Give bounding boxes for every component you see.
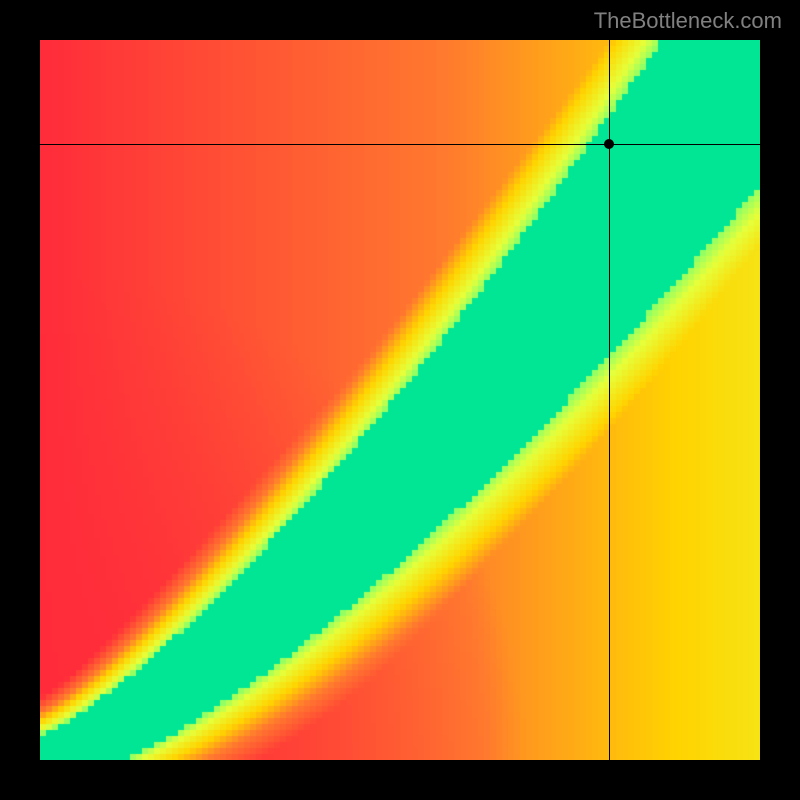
marker-dot bbox=[604, 139, 614, 149]
plot-area bbox=[40, 40, 760, 760]
crosshair-horizontal bbox=[40, 144, 760, 145]
heatmap-canvas bbox=[40, 40, 760, 760]
watermark-text: TheBottleneck.com bbox=[594, 8, 782, 34]
